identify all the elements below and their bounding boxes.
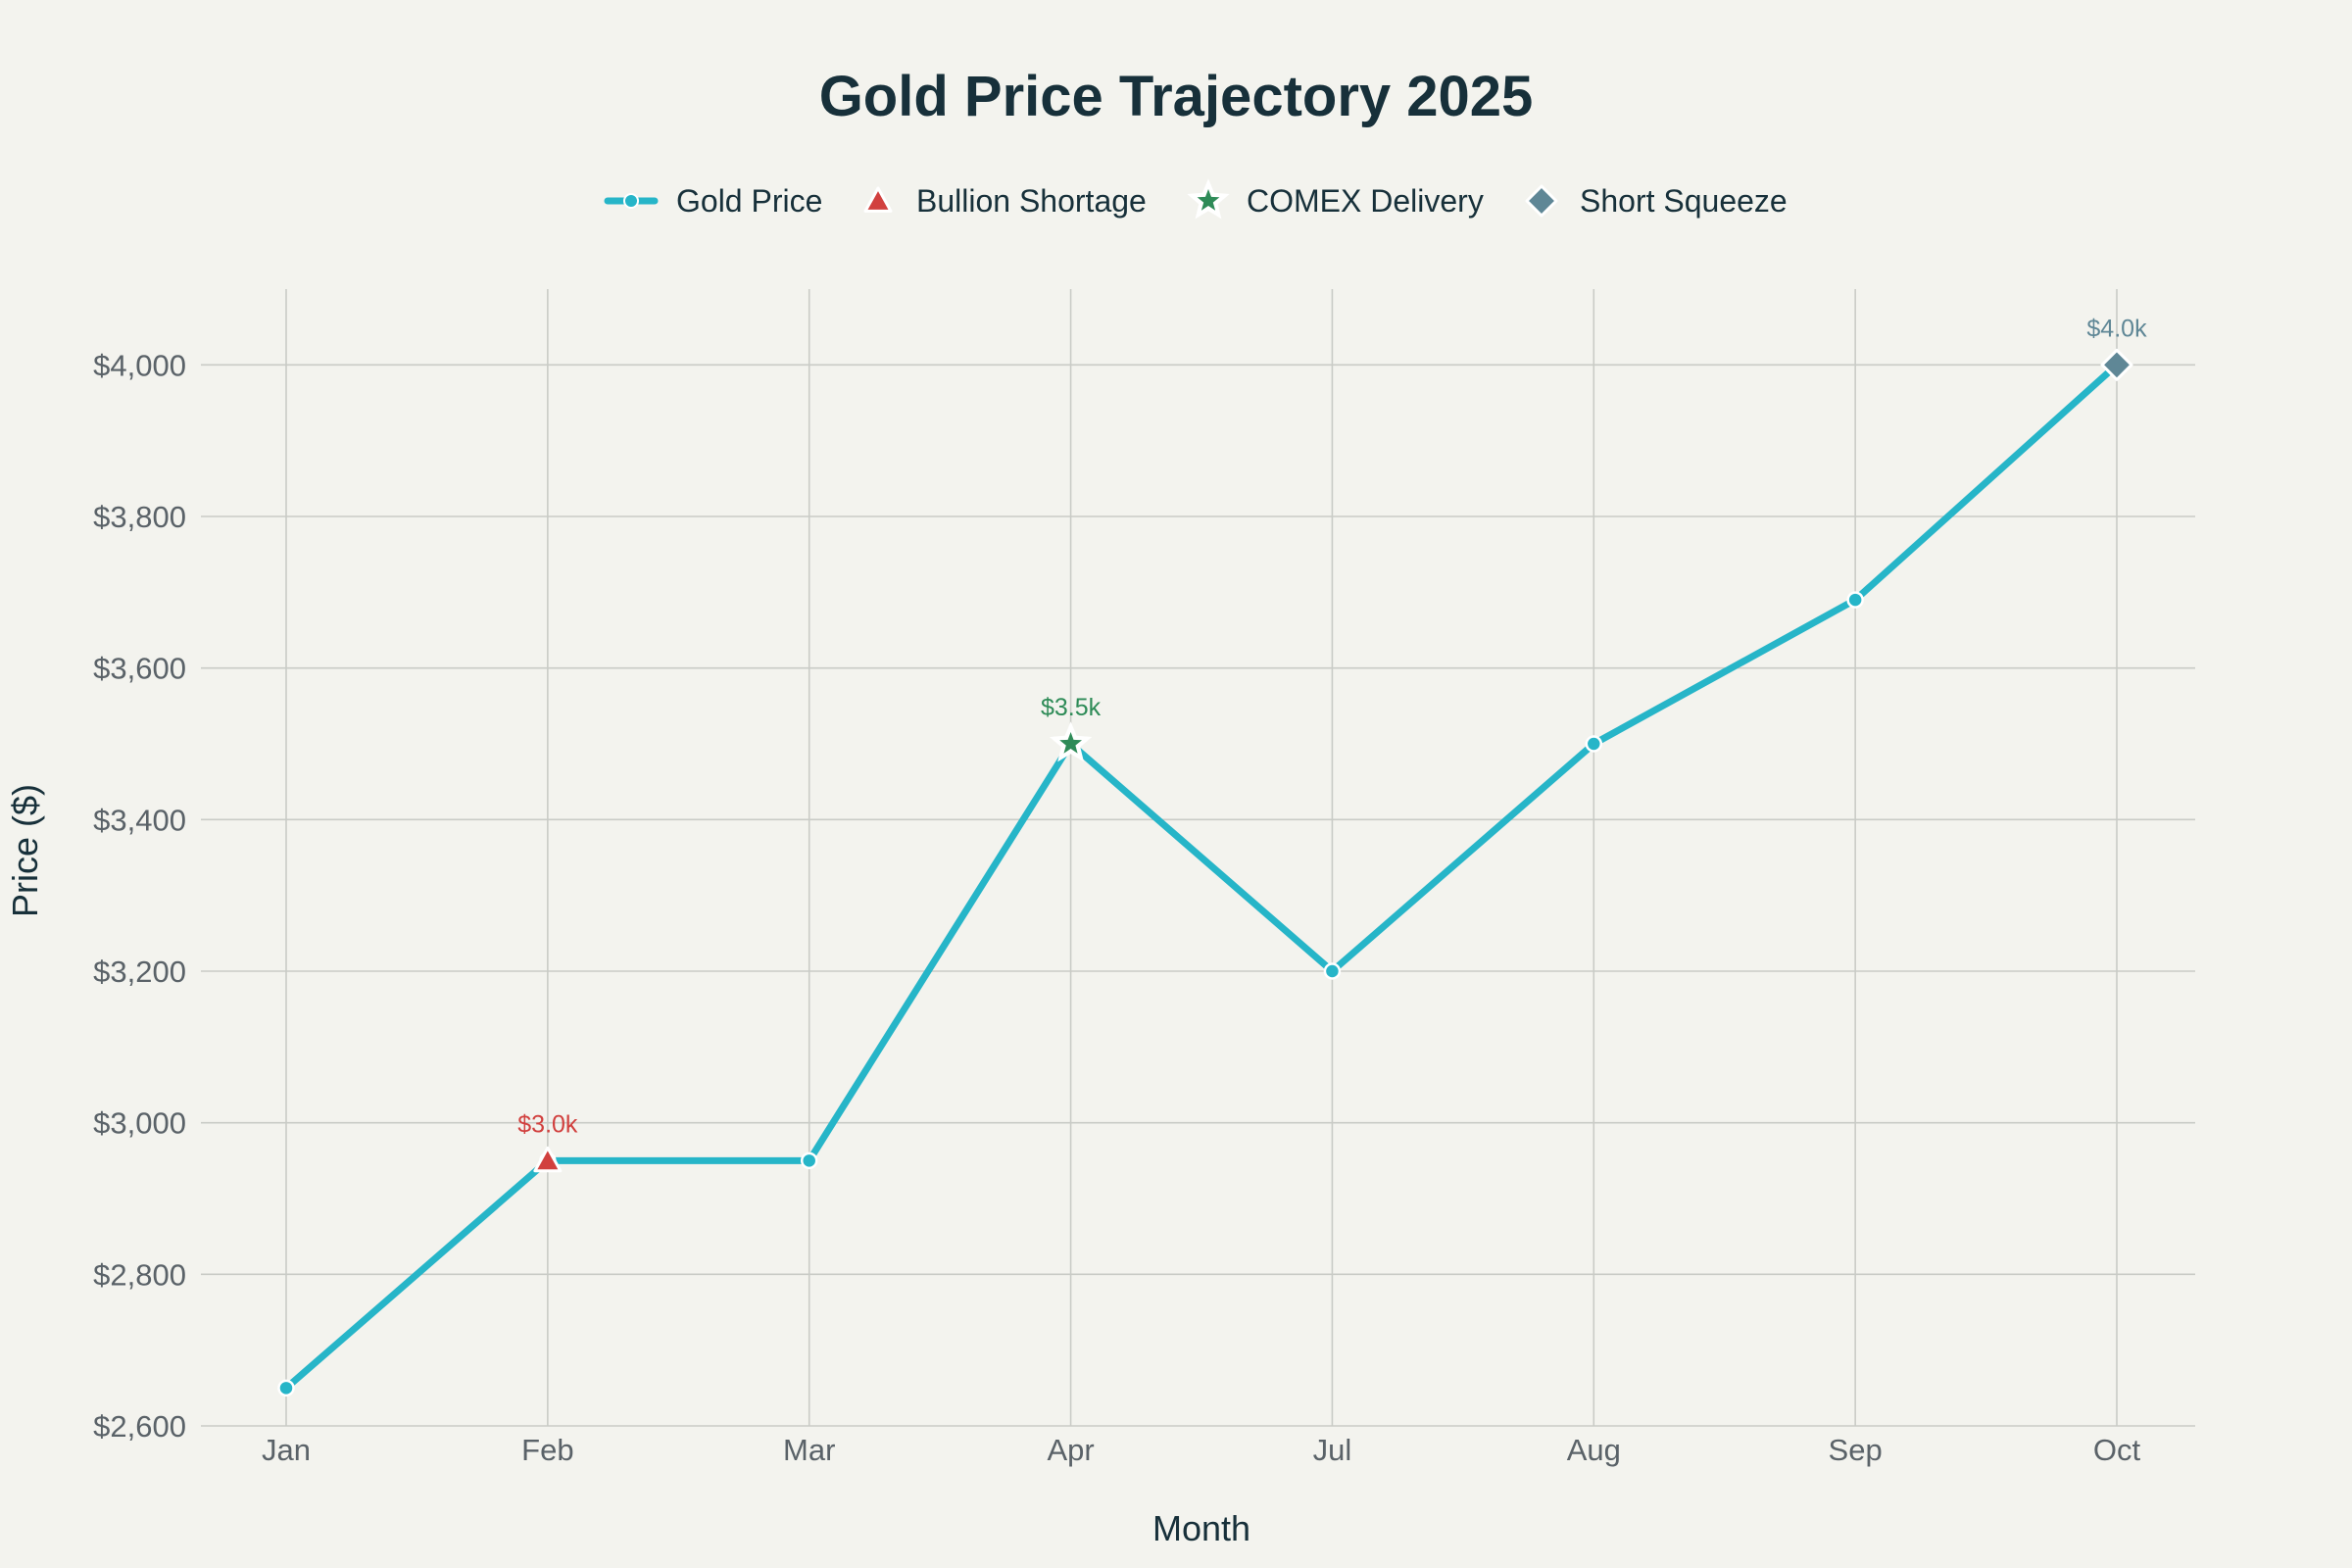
x-tick-label: Feb bbox=[521, 1433, 573, 1467]
event-marker-diamond bbox=[2100, 348, 2133, 381]
y-tick-label: $3,400 bbox=[93, 803, 186, 837]
legend-item-star[interactable]: COMEX Delivery bbox=[1187, 178, 1484, 220]
y-axis-title: Price ($) bbox=[5, 784, 45, 917]
event-value-label: $3.0k bbox=[517, 1110, 578, 1138]
event-markers: $3.0k $3.5k $4.0k bbox=[517, 315, 2147, 1173]
legend-label: Short Squeeze bbox=[1580, 183, 1788, 219]
x-tick-label: Mar bbox=[783, 1433, 835, 1467]
y-tick-label: $2,800 bbox=[93, 1257, 186, 1292]
x-tick-label: Jan bbox=[262, 1433, 311, 1467]
y-tick-label: $3,000 bbox=[93, 1106, 186, 1141]
series-line bbox=[282, 361, 2121, 1392]
legend-item-diamond[interactable]: Short Squeeze bbox=[1525, 183, 1788, 219]
y-tick-label: $3,600 bbox=[93, 652, 186, 686]
data-point bbox=[1846, 591, 1864, 609]
data-point bbox=[1585, 735, 1603, 753]
legend-swatch-triangle bbox=[863, 186, 893, 213]
legend-label: Bullion Shortage bbox=[916, 183, 1147, 219]
legend-swatch-star bbox=[1187, 178, 1230, 220]
star-shape bbox=[1197, 189, 1220, 211]
data-point bbox=[277, 1379, 295, 1397]
data-point bbox=[1323, 962, 1342, 980]
event-marker-star bbox=[1049, 721, 1093, 762]
y-tick-label: $4,000 bbox=[93, 348, 186, 382]
legend-item-gold-price[interactable]: Gold Price bbox=[604, 183, 822, 219]
y-tick-label: $3,800 bbox=[93, 500, 186, 534]
legend: Gold Price Bullion Shortage COMEX Delivery… bbox=[604, 178, 1788, 220]
x-tick-label: Jul bbox=[1313, 1433, 1352, 1467]
event-value-label: $3.5k bbox=[1041, 694, 1102, 721]
legend-point-swatch bbox=[623, 193, 639, 209]
event-value-label: $4.0k bbox=[2086, 315, 2147, 342]
x-tick-label: Sep bbox=[1829, 1433, 1883, 1467]
x-axis-title: Month bbox=[1152, 1508, 1250, 1548]
y-tick-label: $2,600 bbox=[93, 1409, 186, 1444]
x-tick-label: Oct bbox=[2093, 1433, 2141, 1467]
legend-item-triangle[interactable]: Bullion Shortage bbox=[863, 183, 1147, 219]
legend-label: Gold Price bbox=[676, 183, 822, 219]
y-tick-label: $3,200 bbox=[93, 955, 186, 989]
x-axis-ticks: Jan Feb Mar Apr Jul Aug Sep Oct bbox=[262, 1433, 2140, 1467]
legend-swatch-diamond bbox=[1525, 184, 1558, 218]
x-tick-label: Aug bbox=[1567, 1433, 1621, 1467]
chart-title: Gold Price Trajectory 2025 bbox=[819, 65, 1534, 128]
gridlines bbox=[201, 289, 2195, 1427]
y-axis-ticks: $2,600 $2,800 $3,000 $3,200 $3,400 $3,600 $3,8… bbox=[93, 348, 186, 1444]
star-shape bbox=[1059, 732, 1082, 754]
x-tick-label: Apr bbox=[1047, 1433, 1094, 1467]
series-layer bbox=[277, 356, 2126, 1397]
data-point bbox=[800, 1152, 818, 1170]
event-marker-triangle bbox=[533, 1146, 563, 1173]
legend-label: COMEX Delivery bbox=[1247, 183, 1484, 219]
